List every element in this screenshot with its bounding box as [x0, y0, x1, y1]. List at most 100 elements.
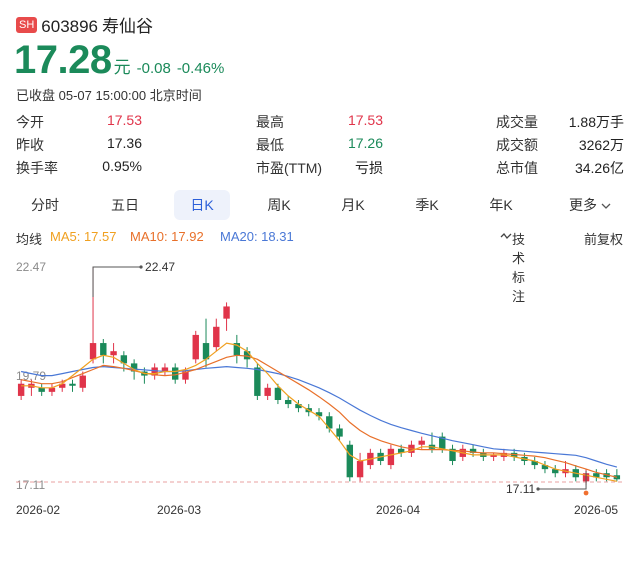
market-status: 已收盘 05-07 15:00:00 北京时间: [16, 88, 202, 103]
stats-grid: 今开 17.53 最高 17.53 成交量 1.88万手 昨收 17.36 最低…: [16, 112, 624, 181]
legend-ma5: MA5: 17.57: [50, 229, 117, 244]
candle-body: [254, 367, 261, 396]
candle-body: [120, 355, 128, 364]
stats-row: 昨收 17.36 最低 17.26 成交额 3262万: [16, 135, 624, 158]
high-annotation-label: 22.47: [145, 260, 175, 274]
ma10-line: [20, 354, 618, 478]
low-point-marker: [583, 490, 589, 496]
candle-body: [89, 343, 97, 360]
candle-body: [213, 326, 220, 348]
candle-body: [439, 436, 446, 449]
stat-value: 1.88万手: [568, 114, 624, 130]
ma5-line: [21, 342, 618, 482]
legend-title: 均线: [16, 232, 43, 247]
candle-body: [552, 469, 559, 474]
high-annotation-leader: [92, 266, 142, 297]
candle-body: [418, 440, 425, 445]
tab-intraday[interactable]: 分时: [31, 197, 59, 213]
low-annotation-dot: [536, 487, 540, 491]
stats-row: 换手率 0.95% 市盈(TTM) 亏损 总市值 34.26亿: [16, 158, 624, 181]
high-annotation-dot: [139, 265, 143, 269]
period-tabs: 分时 五日 日K 周K 月K 季K 年K 更多: [16, 190, 624, 222]
tab-monthly-k[interactable]: 月K: [341, 197, 365, 213]
market-badge: SH: [16, 16, 38, 33]
candle-body: [69, 383, 76, 386]
legend-ma10: MA10: 17.92: [130, 229, 204, 244]
candle-body: [284, 399, 292, 405]
stat-label: 今开: [16, 114, 44, 130]
candle-body: [223, 306, 230, 319]
x-tick-label: 2026-02: [16, 503, 61, 517]
x-tick-label: 2026-05: [574, 503, 619, 517]
stock-name: 寿仙谷: [102, 17, 154, 36]
current-price: 17.28: [14, 38, 112, 82]
low-annotation-label: 17.11: [506, 482, 535, 496]
ma-legend: 均线 MA5: 17.57 MA10: 17.92 MA20: 18.31 技术…: [16, 229, 624, 304]
y-tick-label: 22.47: [16, 260, 46, 274]
candle-body: [295, 404, 302, 409]
candle-body: [490, 454, 497, 457]
candle-body: [192, 334, 199, 360]
candle-body: [79, 375, 86, 388]
stat-value: 0.95%: [102, 158, 142, 174]
candle-body: [469, 448, 477, 453]
candle-body: [233, 343, 241, 356]
tab-yearly-k[interactable]: 年K: [489, 197, 513, 213]
y-tick-label: 17.11: [16, 478, 45, 492]
price-row: 17.28 元 -0.08 -0.46%: [14, 38, 224, 83]
tech-annotation-toggle[interactable]: 技术标注: [500, 229, 525, 304]
chevron-down-icon: [601, 203, 611, 210]
candle-body: [100, 343, 107, 356]
tech-annotation-label: 技术标注: [512, 232, 526, 304]
stock-code: 603896: [41, 17, 99, 36]
candle-body: [449, 448, 456, 462]
price-change: -0.08: [136, 60, 171, 77]
tab-weekly-k[interactable]: 周K: [267, 197, 291, 213]
stat-label: 总市值: [496, 160, 538, 176]
stat-value: 亏损: [355, 160, 383, 176]
tab-quarterly-k[interactable]: 季K: [415, 197, 439, 213]
price-unit: 元: [113, 58, 131, 77]
candle-body: [172, 367, 179, 380]
stat-value: 34.26亿: [574, 160, 624, 176]
candle-body: [397, 448, 405, 453]
stat-label: 成交量: [496, 114, 538, 130]
candle-body: [346, 444, 354, 478]
stat-label: 成交额: [496, 137, 538, 153]
tech-annotation-icon: [500, 233, 512, 239]
tab-five-day[interactable]: 五日: [111, 197, 139, 213]
candle-body: [110, 351, 117, 356]
x-tick-label: 2026-03: [157, 503, 202, 517]
tab-daily-k[interactable]: 日K: [174, 190, 230, 220]
candle-body: [202, 343, 210, 360]
candle-body: [593, 473, 600, 478]
candle-body: [531, 461, 538, 466]
stat-value: 17.53: [106, 112, 142, 128]
stat-value: 3262万: [578, 137, 624, 153]
candle-body: [243, 351, 251, 360]
candle-body: [264, 387, 271, 396]
adjust-toggle[interactable]: 前复权: [584, 232, 624, 247]
stat-label: 最低: [256, 137, 284, 153]
more-label: 更多: [569, 197, 598, 213]
legend-ma20: MA20: 18.31: [220, 229, 294, 244]
more-dropdown[interactable]: 更多: [556, 190, 624, 220]
candle-body: [541, 465, 549, 470]
candle-body: [38, 387, 45, 392]
candle-body: [387, 448, 395, 466]
stats-row: 今开 17.53 最高 17.53 成交量 1.88万手: [16, 112, 624, 135]
candle-body: [59, 383, 66, 388]
candle-body: [17, 383, 25, 396]
candle-body: [130, 363, 138, 372]
stock-header: SH 603896 寿仙谷: [16, 12, 157, 37]
price-change-pct: -0.46%: [176, 60, 225, 77]
candle-body: [336, 428, 343, 437]
stat-value: 17.36: [106, 135, 142, 151]
candle-body: [161, 367, 169, 372]
stat-label: 换手率: [16, 160, 58, 176]
candle-body: [151, 367, 158, 376]
candle-body: [48, 387, 56, 392]
low-annotation-leader: [538, 471, 587, 490]
